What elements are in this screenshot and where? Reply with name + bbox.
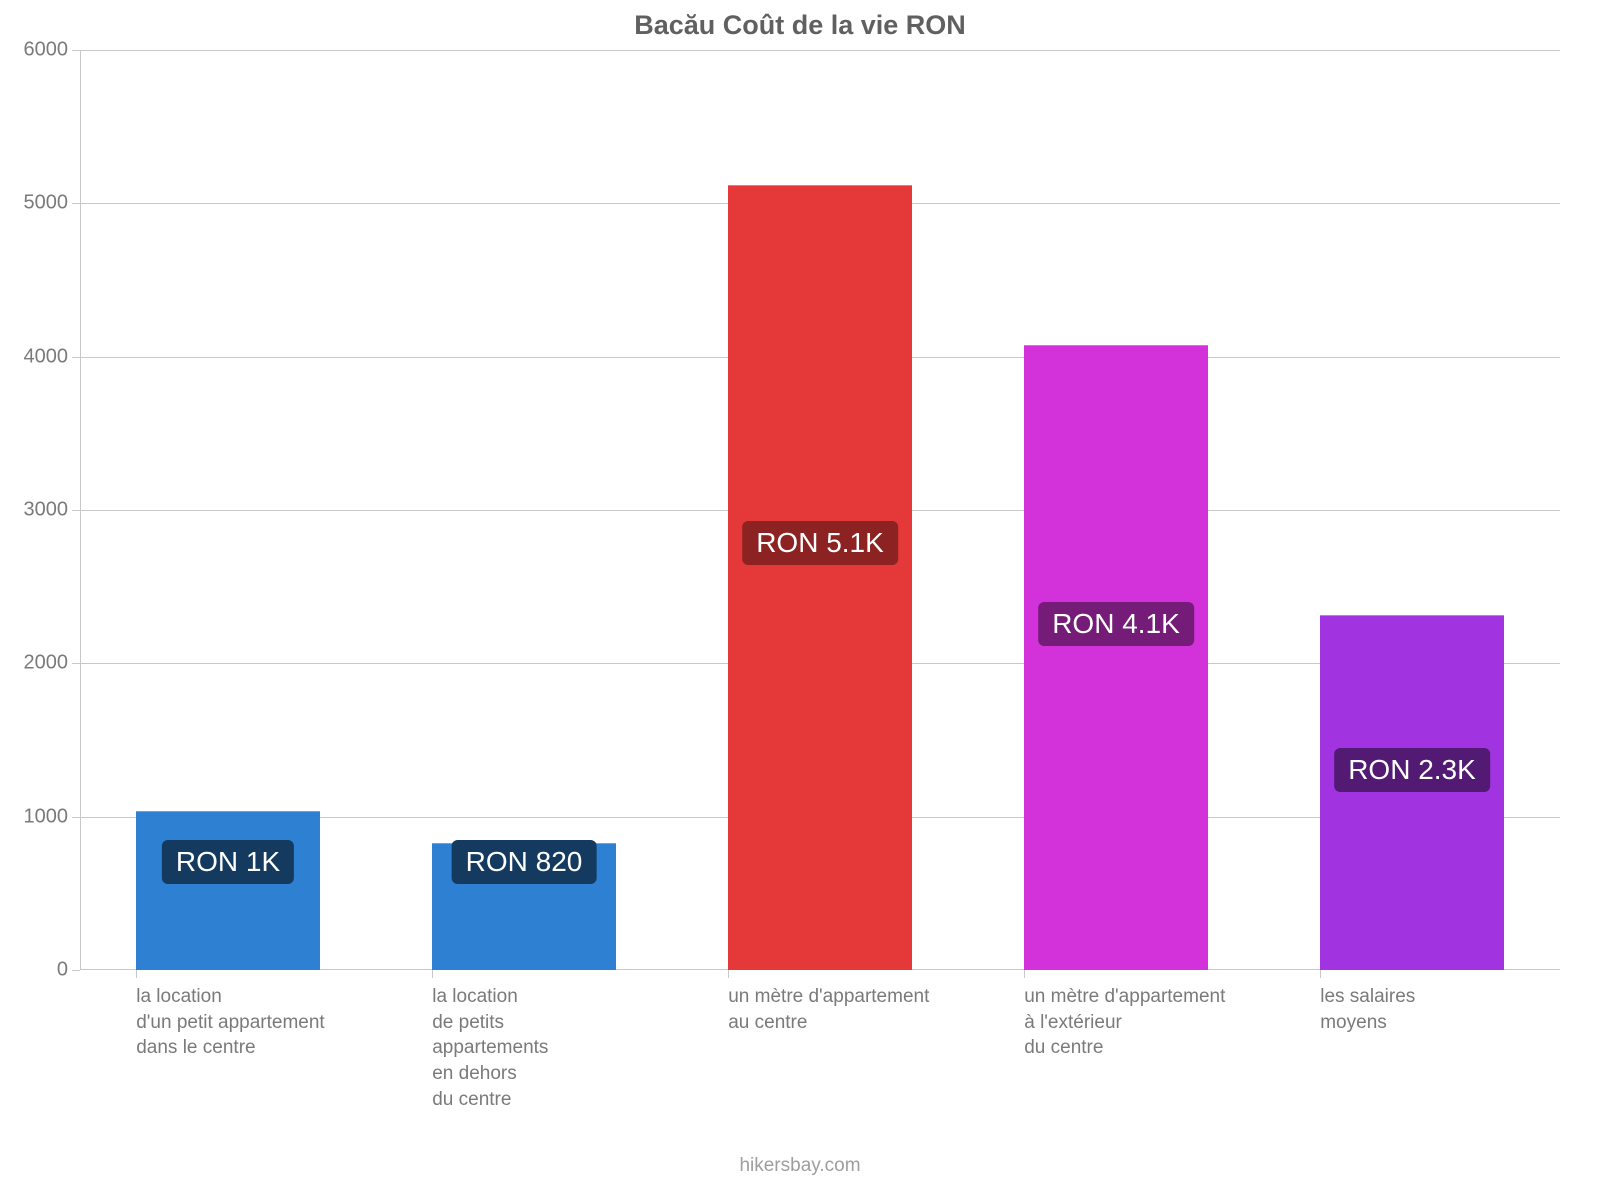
value-badge: RON 4.1K: [1038, 602, 1194, 646]
grid-line: [80, 50, 1560, 51]
y-tick-label: 3000: [24, 499, 69, 522]
y-tick-mark: [72, 970, 80, 971]
y-tick-label: 5000: [24, 192, 69, 215]
value-badge: RON 5.1K: [742, 521, 898, 565]
value-badge: RON 820: [452, 840, 597, 884]
credit-text: hikersbay.com: [0, 1155, 1600, 1177]
chart-title: Bacău Coût de la vie RON: [0, 10, 1600, 41]
x-tick-mark: [1024, 970, 1025, 978]
y-tick-label: 0: [57, 959, 68, 982]
x-tick-label: un mètre d'appartement à l'extérieur du …: [1024, 984, 1225, 1061]
x-tick-mark: [136, 970, 137, 978]
bar: [1024, 345, 1208, 970]
cost-of-living-bar-chart: Bacău Coût de la vie RON RON 1KRON 820RO…: [0, 0, 1600, 1200]
y-tick-mark: [72, 510, 80, 511]
x-tick-mark: [1320, 970, 1321, 978]
y-tick-mark: [72, 203, 80, 204]
bar: [728, 185, 912, 970]
y-tick-label: 6000: [24, 39, 69, 62]
y-tick-mark: [72, 50, 80, 51]
y-tick-label: 1000: [24, 805, 69, 828]
x-tick-label: la location d'un petit appartement dans …: [136, 984, 324, 1061]
x-tick-mark: [728, 970, 729, 978]
y-tick-mark: [72, 663, 80, 664]
value-badge: RON 2.3K: [1334, 748, 1490, 792]
x-tick-mark: [432, 970, 433, 978]
value-badge: RON 1K: [162, 840, 294, 884]
plot-area: RON 1K RON 820 RON 5.1K RON 4.1K RON 2.3K: [80, 50, 1560, 970]
y-tick-label: 2000: [24, 652, 69, 675]
x-tick-label: les salaires moyens: [1320, 984, 1415, 1035]
y-tick-label: 4000: [24, 345, 69, 368]
y-tick-mark: [72, 817, 80, 818]
bar: [1320, 615, 1504, 970]
x-tick-label: la location de petits appartements en de…: [432, 984, 548, 1112]
x-tick-label: un mètre d'appartement au centre: [728, 984, 929, 1035]
bar: [136, 811, 320, 970]
y-tick-mark: [72, 357, 80, 358]
